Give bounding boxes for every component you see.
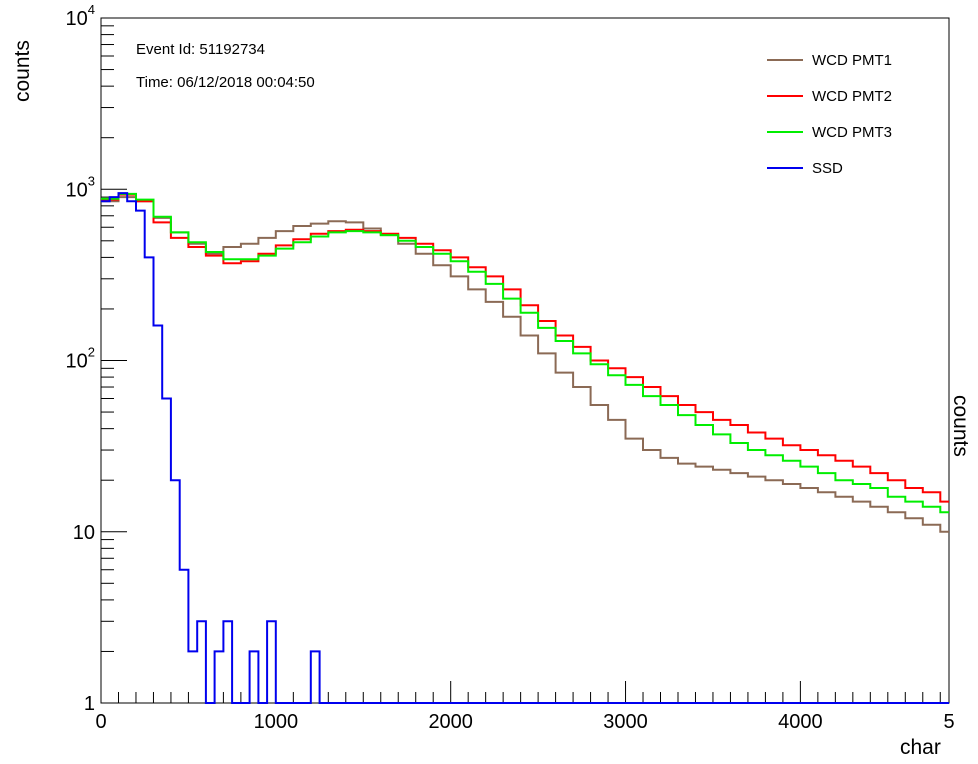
legend-label: WCD PMT3: [812, 124, 892, 141]
x-tick-label: 3000: [603, 711, 648, 733]
x-tick-label: 2000: [428, 711, 473, 733]
y-tick-label: 102: [66, 345, 95, 373]
x-tick-label: 4000: [778, 711, 823, 733]
plot-frame: [100, 17, 950, 704]
legend: WCD PMT1 WCD PMT2 WCD PMT3 SSD: [767, 52, 892, 177]
series-line-3: [101, 192, 949, 514]
series-line-2: [101, 193, 949, 503]
y-tick-label: 104: [66, 2, 95, 30]
series-lines: [101, 192, 949, 704]
event-id-text: Event Id: 51192734: [136, 41, 265, 58]
series-line-4: [101, 192, 949, 704]
y-tick-label: 1: [84, 693, 95, 715]
x-tick-label: 0: [95, 711, 106, 733]
series-line-1: [101, 196, 949, 533]
y-axis-title: counts: [11, 40, 34, 102]
x-axis-title: char: [900, 736, 941, 759]
legend-label: WCD PMT2: [812, 88, 892, 105]
event-time-text: Time: 06/12/2018 00:04:50: [136, 74, 315, 91]
legend-label: SSD: [812, 160, 843, 177]
y-axis-title-right: counts: [949, 395, 972, 457]
y-tick-label: 103: [66, 173, 95, 201]
x-tick-label: 5: [943, 711, 954, 733]
y-axis: 1 10 102 103 104: [66, 2, 127, 715]
y-tick-label: 10: [73, 522, 95, 544]
x-axis: 0 1000 2000 3000 4000 5: [95, 681, 955, 733]
x-tick-label: 1000: [254, 711, 299, 733]
legend-label: WCD PMT1: [812, 52, 892, 69]
